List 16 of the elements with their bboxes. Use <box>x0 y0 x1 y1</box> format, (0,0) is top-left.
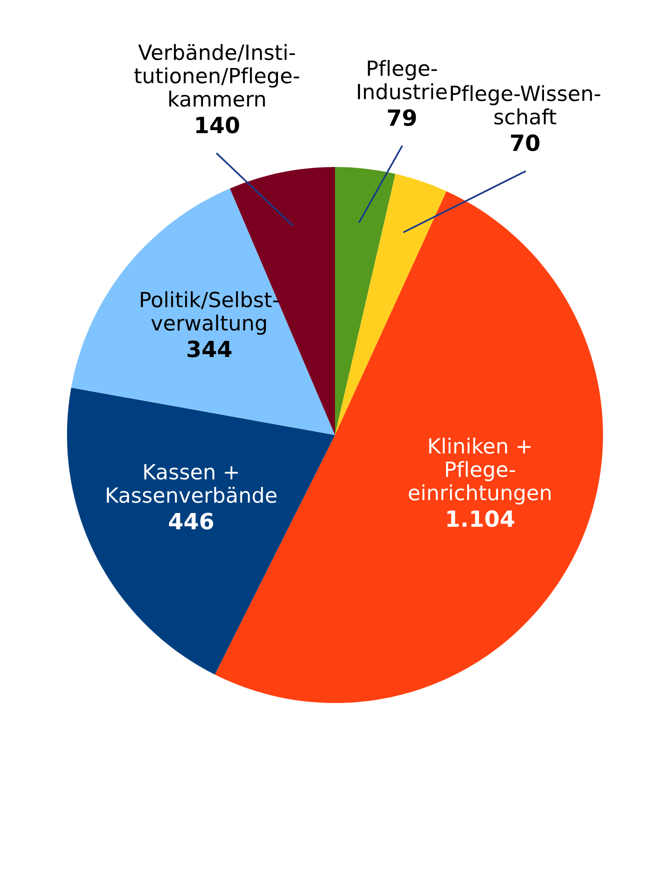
pie-slice <box>71 188 335 435</box>
pie-slice <box>335 167 396 435</box>
data-label: 79 <box>388 109 416 126</box>
data-label: 140 <box>196 116 240 134</box>
slice-label: Pflege- Industrie <box>358 60 447 100</box>
data-label: 446 <box>169 512 214 530</box>
slice-label: Pflege-Wissen- schaft <box>450 85 600 125</box>
slice-label: Kliniken + Pflege- einrichtungen <box>408 438 551 504</box>
pie-slice <box>335 174 446 435</box>
slice-label: Kassen + Kassenverbände <box>106 464 276 503</box>
slice-label: Verbände/Insti- tutionen/Pflege- kammern <box>134 44 300 107</box>
slice-label: Politik/Selbst- verwaltung <box>140 291 279 335</box>
data-label: 1.104 <box>447 510 514 528</box>
data-label: 70 <box>511 134 540 152</box>
data-label: 344 <box>188 340 232 358</box>
pie-slice <box>67 388 335 675</box>
